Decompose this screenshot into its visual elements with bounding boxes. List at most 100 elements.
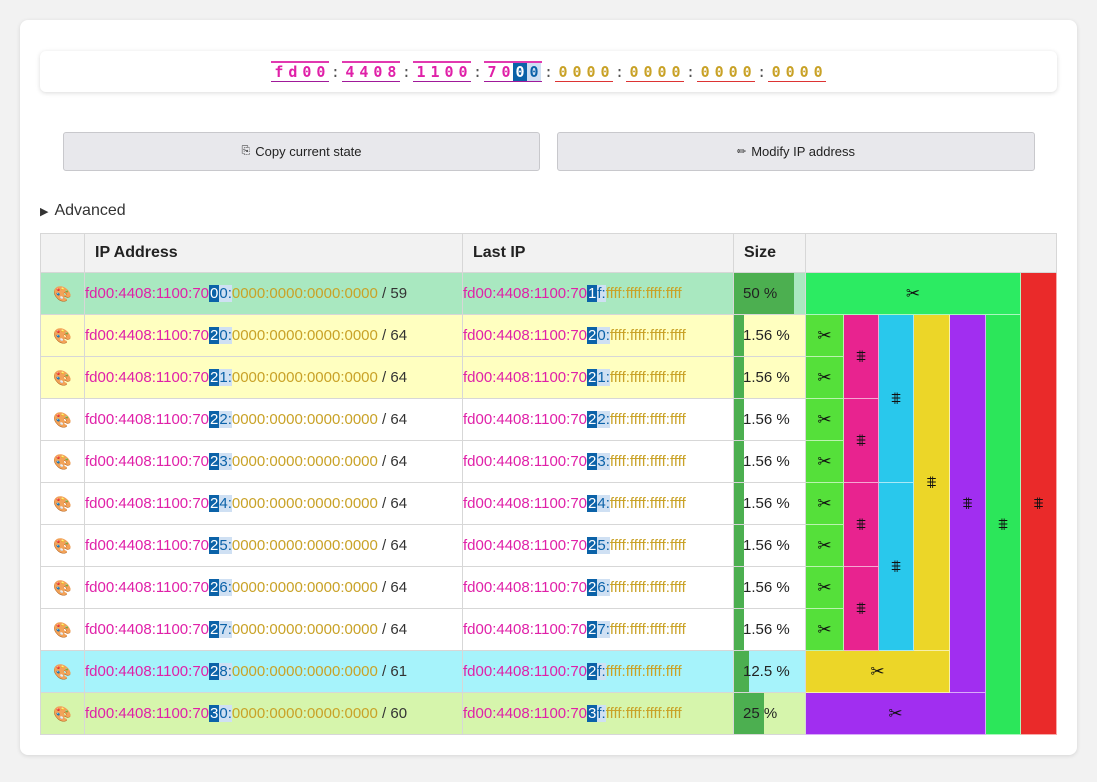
ip-hex-digit[interactable]: 0 bbox=[373, 63, 383, 81]
ip-hex-digit[interactable]: 0 bbox=[813, 63, 823, 81]
split-block-60[interactable]: ✂ bbox=[806, 693, 986, 735]
ip-hex-digit[interactable]: 0 bbox=[501, 63, 511, 81]
merge-block-63[interactable]: ⩨ bbox=[844, 483, 879, 567]
palette-icon[interactable]: 🎨 bbox=[40, 650, 85, 693]
ip-selected-hex: 2 bbox=[209, 453, 220, 470]
ip-hex-digit[interactable]: 0 bbox=[629, 63, 639, 81]
last-ip-cell: fd00:4408:1100:7026:ffff:ffff:ffff:ffff bbox=[462, 566, 734, 609]
size-cell: 50 % bbox=[733, 272, 806, 315]
ip-hex-digit[interactable]: 0 bbox=[444, 63, 454, 81]
ip-hex-digit[interactable]: 4 bbox=[359, 63, 369, 81]
split-block-61[interactable]: ✂ bbox=[806, 651, 950, 693]
ip-hex-digit[interactable]: 0 bbox=[643, 63, 653, 81]
ip-colon: : bbox=[472, 62, 482, 81]
merge-block-60[interactable]: ⩨ bbox=[950, 315, 986, 693]
ip-hex-digit[interactable]: 8 bbox=[387, 63, 397, 81]
ip-hex-digit[interactable]: 0 bbox=[714, 63, 724, 81]
ip-hex-digit[interactable]: 0 bbox=[572, 63, 582, 81]
split-block[interactable]: ✂ bbox=[806, 525, 844, 567]
ip-hex-digit[interactable]: 0 bbox=[785, 63, 795, 81]
split-block[interactable]: ✂ bbox=[806, 567, 844, 609]
palette-icon[interactable]: 🎨 bbox=[40, 314, 85, 357]
palette-icon[interactable]: 🎨 bbox=[40, 398, 85, 441]
ip-selected-hex: 2 bbox=[209, 411, 220, 428]
copy-state-button[interactable]: ⎘ Copy current state bbox=[63, 132, 540, 171]
palette-icon[interactable]: 🎨 bbox=[40, 608, 85, 651]
ip-hex-digit[interactable]: 0 bbox=[671, 63, 681, 81]
ip-hex-digit[interactable]: 0 bbox=[728, 63, 738, 81]
ip-hex-digit[interactable]: 0 bbox=[316, 63, 326, 81]
ip-hex-digit[interactable]: d bbox=[288, 63, 298, 81]
ip-hex-digit[interactable]: 1 bbox=[416, 63, 426, 81]
merge-icon: ⩨ bbox=[891, 556, 901, 576]
ip-hex-digit[interactable]: 0 bbox=[512, 63, 527, 81]
last-highlight-hex: 4: bbox=[597, 495, 610, 512]
ip-hex-digit[interactable]: 0 bbox=[302, 63, 312, 81]
last-prefix-part: fd00:4408:1100:70 bbox=[463, 621, 588, 638]
prefix-length: / 64 bbox=[382, 453, 408, 470]
split-block[interactable]: ✂ bbox=[806, 441, 844, 483]
merge-block-63[interactable]: ⩨ bbox=[844, 567, 879, 651]
palette-icon[interactable]: 🎨 bbox=[40, 524, 85, 567]
ip-hex-digit[interactable]: 7 bbox=[487, 63, 497, 81]
merge-icon: ⩨ bbox=[1033, 493, 1044, 513]
ip-hex-digit[interactable]: 4 bbox=[345, 63, 355, 81]
ip-host-part: 0000:0000:0000:0000 bbox=[231, 453, 378, 470]
ip-prefix-part: fd00:4408:1100:70 bbox=[85, 369, 210, 386]
merge-block-62[interactable]: ⩨ bbox=[879, 483, 914, 651]
merge-block-59[interactable]: ⩨ bbox=[986, 315, 1021, 735]
size-cell: 1.56 % bbox=[733, 356, 806, 399]
split-block[interactable]: ✂ bbox=[806, 399, 844, 441]
merge-block-56[interactable]: ⩨ bbox=[1021, 273, 1057, 735]
ip-hex-digit[interactable]: 0 bbox=[742, 63, 752, 81]
split-block[interactable]: ✂ bbox=[806, 357, 844, 399]
ip-hex-digit[interactable]: 0 bbox=[526, 63, 541, 81]
last-highlight-hex: 2: bbox=[597, 411, 610, 428]
ip-hex-digit[interactable]: 0 bbox=[600, 63, 610, 81]
ip-hex-digit[interactable]: 0 bbox=[700, 63, 710, 81]
ip-highlight-hex: 0: bbox=[219, 327, 232, 344]
ip-highlight-hex: 1: bbox=[219, 369, 232, 386]
advanced-toggle[interactable]: ▶ Advanced bbox=[40, 202, 126, 220]
last-ip-cell: fd00:4408:1100:7023:ffff:ffff:ffff:ffff bbox=[462, 440, 734, 483]
ip-hex-digit[interactable]: 0 bbox=[657, 63, 667, 81]
ip-hex-digit[interactable]: 1 bbox=[430, 63, 440, 81]
ip-hex-digit[interactable]: 0 bbox=[771, 63, 781, 81]
split-block-59[interactable]: ✂ bbox=[806, 273, 1021, 315]
palette-icon[interactable]: 🎨 bbox=[40, 440, 85, 483]
palette-icon[interactable]: 🎨 bbox=[40, 272, 85, 315]
palette-icon[interactable]: 🎨 bbox=[40, 482, 85, 525]
merge-icon: ⩨ bbox=[856, 514, 866, 534]
prefix-length: / 64 bbox=[382, 411, 408, 428]
ip-host-part: 0000:0000:0000:0000 bbox=[231, 327, 378, 344]
merge-icon: ⩨ bbox=[962, 493, 973, 513]
last-host-part: ffff:ffff:ffff:ffff bbox=[605, 705, 682, 722]
merge-block-61[interactable]: ⩨ bbox=[914, 315, 950, 651]
merge-block-63[interactable]: ⩨ bbox=[844, 399, 879, 483]
palette-icon[interactable]: 🎨 bbox=[40, 566, 85, 609]
last-prefix-part: fd00:4408:1100:70 bbox=[463, 495, 588, 512]
split-block[interactable]: ✂ bbox=[806, 315, 844, 357]
ip-hex-digit[interactable]: 0 bbox=[799, 63, 809, 81]
merge-block-62[interactable]: ⩨ bbox=[879, 315, 914, 483]
last-selected-hex: 2 bbox=[587, 453, 598, 470]
last-selected-hex: 2 bbox=[587, 537, 598, 554]
ip-prefix-part: fd00:4408:1100:70 bbox=[85, 579, 210, 596]
ip-hex-digit[interactable]: 0 bbox=[558, 63, 568, 81]
ip-hex-digit[interactable]: 0 bbox=[586, 63, 596, 81]
ip-hex-digit[interactable]: 0 bbox=[458, 63, 468, 81]
split-block[interactable]: ✂ bbox=[806, 609, 844, 651]
ip-hex-digit[interactable]: f bbox=[274, 63, 284, 81]
header-last-ip: Last IP bbox=[462, 233, 734, 273]
palette-icon[interactable]: 🎨 bbox=[40, 692, 85, 735]
prefix-length: / 64 bbox=[382, 579, 408, 596]
last-highlight-hex: f: bbox=[597, 705, 606, 722]
modify-ip-button[interactable]: ✏ Modify IP address bbox=[557, 132, 1035, 171]
last-prefix-part: fd00:4408:1100:70 bbox=[463, 537, 588, 554]
split-block[interactable]: ✂ bbox=[806, 483, 844, 525]
palette-icon[interactable]: 🎨 bbox=[40, 356, 85, 399]
last-ip-cell: fd00:4408:1100:7020:ffff:ffff:ffff:ffff bbox=[462, 314, 734, 357]
merge-block-63[interactable]: ⩨ bbox=[844, 315, 879, 399]
